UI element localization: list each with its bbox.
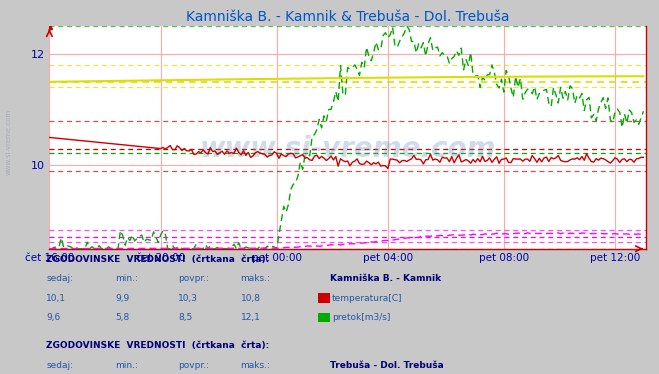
Text: sedaj:: sedaj: [46,361,73,370]
Text: pretok[m3/s]: pretok[m3/s] [332,313,391,322]
Text: 12,1: 12,1 [241,313,260,322]
Title: Kamniška B. - Kamnik & Trebuša - Dol. Trebuša: Kamniška B. - Kamnik & Trebuša - Dol. Tr… [186,10,509,24]
Text: 9,6: 9,6 [46,313,61,322]
Text: Kamniška B. - Kamnik: Kamniška B. - Kamnik [330,274,441,283]
Text: maks.:: maks.: [241,274,270,283]
Text: min.:: min.: [115,361,138,370]
Text: ZGODOVINSKE  VREDNOSTI  (črtkana  črta):: ZGODOVINSKE VREDNOSTI (črtkana črta): [46,255,270,264]
Text: 9,9: 9,9 [115,294,130,303]
Text: temperatura[C]: temperatura[C] [332,294,403,303]
Text: 10,1: 10,1 [46,294,66,303]
Text: 10,3: 10,3 [178,294,198,303]
Text: min.:: min.: [115,274,138,283]
Text: 10,8: 10,8 [241,294,260,303]
Text: www.si-vreme.com: www.si-vreme.com [200,135,496,163]
Text: sedaj:: sedaj: [46,274,73,283]
Text: povpr.:: povpr.: [178,274,209,283]
Text: 8,5: 8,5 [178,313,192,322]
Text: maks.:: maks.: [241,361,270,370]
Text: www.si-vreme.com: www.si-vreme.com [5,109,12,175]
Text: Trebuša - Dol. Trebuša: Trebuša - Dol. Trebuša [330,361,444,370]
Text: 5,8: 5,8 [115,313,130,322]
Text: povpr.:: povpr.: [178,361,209,370]
Text: ZGODOVINSKE  VREDNOSTI  (črtkana  črta):: ZGODOVINSKE VREDNOSTI (črtkana črta): [46,341,270,350]
